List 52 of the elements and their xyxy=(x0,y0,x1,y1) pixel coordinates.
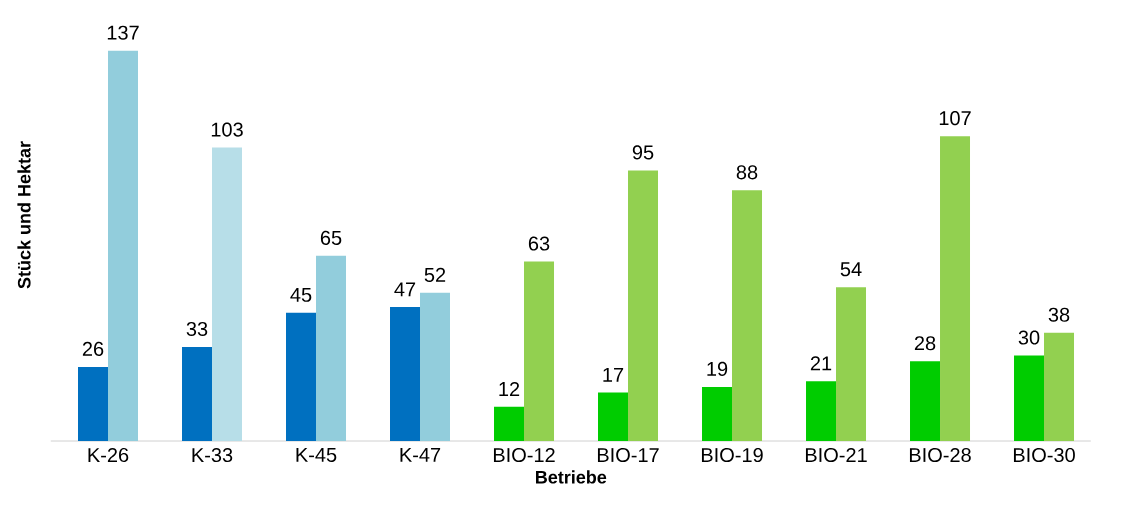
data-label: 19 xyxy=(707,361,728,376)
data-label: 54 xyxy=(840,262,862,277)
data-label: 21 xyxy=(810,356,832,371)
bar xyxy=(390,307,421,441)
bar xyxy=(108,50,138,441)
data-label: 65 xyxy=(320,230,342,245)
x-tick-label: BIO-12 xyxy=(493,447,555,463)
data-label: 52 xyxy=(424,267,446,282)
bar xyxy=(212,147,243,441)
x-tick-label: BIO-17 xyxy=(597,447,659,463)
x-axis-title: Betriebe xyxy=(536,470,607,484)
bar xyxy=(420,292,451,441)
x-tick-label: K-47 xyxy=(400,447,441,462)
x-tick-label: K-33 xyxy=(192,447,233,463)
data-label: 12 xyxy=(499,381,520,396)
data-label: 63 xyxy=(528,236,550,251)
bar xyxy=(1044,332,1075,441)
x-tick-label: BIO-19 xyxy=(701,447,763,463)
data-label: 47 xyxy=(394,282,416,297)
y-axis-title: Stück und Hektar xyxy=(17,141,31,289)
bar xyxy=(524,261,555,441)
bar xyxy=(910,361,941,441)
x-tick-label: BIO-30 xyxy=(1013,447,1075,463)
data-label: 17 xyxy=(603,367,624,382)
data-label: 137 xyxy=(107,25,139,40)
bar xyxy=(836,287,867,441)
data-label: 95 xyxy=(632,145,654,160)
data-label: 107 xyxy=(939,111,971,126)
bar xyxy=(494,406,525,441)
bar xyxy=(78,366,109,441)
x-tick-label: BIO-21 xyxy=(805,447,867,463)
x-tick-label: BIO-28 xyxy=(909,447,971,463)
data-label: 30 xyxy=(1018,330,1040,345)
bar xyxy=(1014,355,1045,441)
bar xyxy=(316,255,347,441)
bar xyxy=(286,312,317,441)
data-label: 45 xyxy=(290,287,312,302)
bar xyxy=(182,346,212,441)
data-label: 28 xyxy=(914,336,936,351)
data-label: 88 xyxy=(736,165,758,180)
data-label: 38 xyxy=(1048,307,1070,322)
bar xyxy=(732,190,763,441)
bar xyxy=(940,136,971,441)
bar xyxy=(598,392,629,441)
data-label: 26 xyxy=(82,341,104,356)
data-label: 103 xyxy=(211,122,243,137)
bar xyxy=(806,381,837,441)
x-tick-label: K-26 xyxy=(88,447,129,463)
bar xyxy=(628,170,659,441)
x-tick-label: K-45 xyxy=(296,447,337,462)
data-label: 33 xyxy=(186,321,208,337)
bar xyxy=(702,386,733,441)
